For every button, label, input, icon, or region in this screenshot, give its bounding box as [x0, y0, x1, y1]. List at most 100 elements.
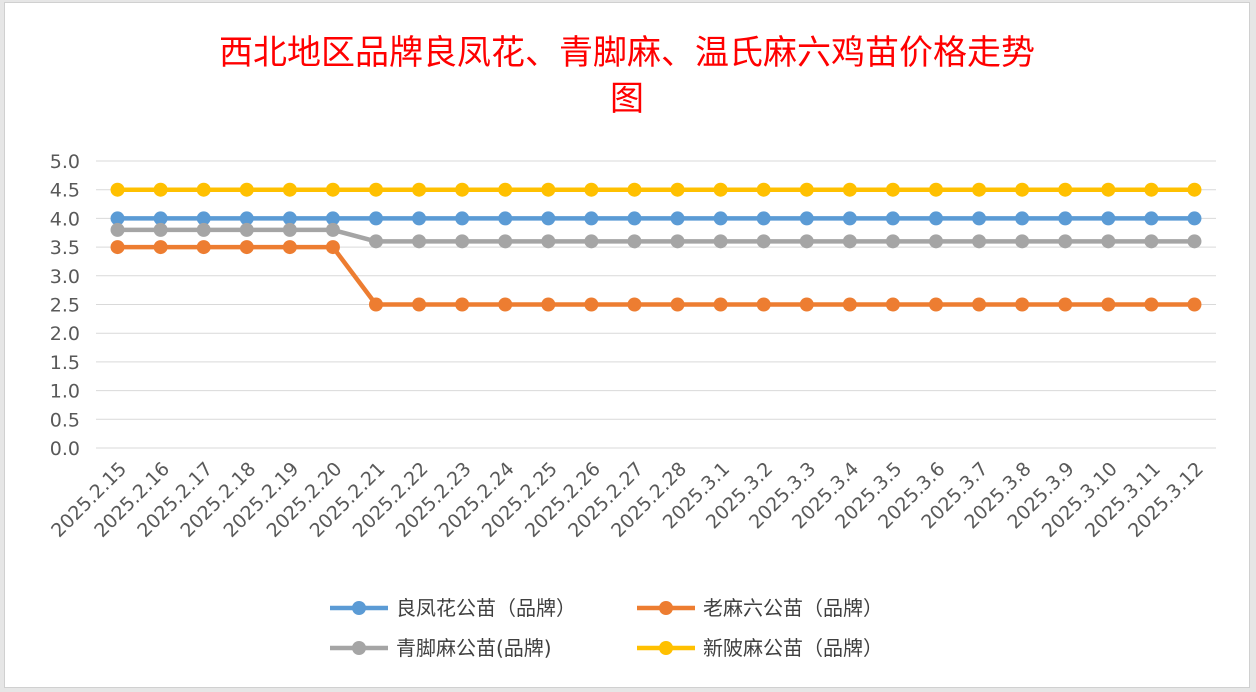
data-point — [1101, 182, 1116, 197]
data-point — [842, 211, 857, 226]
data-point — [369, 234, 383, 249]
data-point — [799, 297, 814, 312]
data-point — [412, 297, 427, 312]
y-axis-ticks: 0.0 0.5 1.0 1.5 2.0 2.5 3.0 3.5 4.0 4.5 5.0 — [50, 151, 80, 460]
data-point — [756, 182, 771, 197]
legend-item: 新陂麻公苗（品牌） — [637, 636, 883, 660]
data-point — [842, 297, 857, 312]
data-point — [972, 182, 987, 197]
data-point — [584, 234, 599, 249]
series-1 — [110, 211, 1202, 226]
data-point — [1058, 182, 1073, 197]
series-2 — [110, 222, 1202, 249]
chart-title-line-2: 图 — [610, 79, 644, 119]
data-point — [498, 234, 513, 249]
data-point — [153, 211, 168, 226]
y-tick-label: 2.0 — [50, 323, 80, 345]
series-0 — [110, 182, 1202, 197]
data-point — [153, 222, 168, 237]
legend-item: 老麻六公苗（品牌） — [637, 596, 883, 620]
data-point — [455, 182, 470, 197]
data-point — [670, 234, 685, 249]
data-point — [972, 211, 987, 226]
data-point — [498, 211, 513, 226]
data-point — [196, 211, 211, 226]
data-point — [842, 182, 857, 197]
data-point — [972, 234, 987, 249]
data-point — [799, 182, 814, 197]
y-tick-label: 1.5 — [50, 352, 80, 374]
y-tick-label: 4.0 — [50, 208, 80, 230]
y-tick-label: 0.5 — [50, 409, 80, 431]
data-point — [627, 182, 642, 197]
data-point — [412, 211, 427, 226]
data-point — [584, 297, 599, 312]
data-point — [239, 222, 254, 237]
y-tick-label: 5.0 — [50, 151, 80, 173]
data-point — [282, 182, 297, 197]
legend-swatch-marker — [352, 641, 366, 655]
data-point — [756, 211, 771, 226]
data-point — [325, 222, 340, 237]
data-point — [929, 211, 943, 226]
data-point — [239, 211, 254, 226]
data-point — [455, 234, 470, 249]
data-point — [1187, 182, 1202, 197]
data-point — [369, 211, 383, 226]
data-point — [541, 234, 556, 249]
data-point — [1101, 211, 1116, 226]
series-line — [115, 227, 1197, 244]
data-point — [799, 234, 814, 249]
legend-item: 青脚麻公苗(品牌) — [330, 636, 552, 660]
data-point — [713, 211, 728, 226]
data-point — [1015, 297, 1030, 312]
data-point — [627, 211, 642, 226]
data-point — [1015, 234, 1030, 249]
data-point — [885, 182, 900, 197]
data-point — [799, 211, 814, 226]
legend-label: 老麻六公苗（品牌） — [703, 596, 883, 620]
data-point — [1015, 211, 1030, 226]
y-tick-label: 2.5 — [50, 295, 80, 317]
data-point — [972, 297, 987, 312]
legend-label: 新陂麻公苗（品牌） — [703, 636, 883, 660]
data-point — [885, 211, 900, 226]
data-point — [325, 240, 340, 255]
data-point — [1144, 234, 1159, 249]
data-point — [455, 297, 470, 312]
data-point — [627, 297, 642, 312]
data-point — [1144, 182, 1159, 197]
data-point — [627, 234, 642, 249]
data-point — [929, 297, 943, 312]
data-point — [584, 182, 599, 197]
data-point — [713, 297, 728, 312]
series-line — [115, 244, 1197, 307]
data-point — [1187, 234, 1202, 249]
y-tick-label: 3.5 — [50, 237, 80, 259]
data-point — [670, 297, 685, 312]
data-point — [196, 222, 211, 237]
data-point — [756, 297, 771, 312]
data-point — [282, 211, 297, 226]
data-point — [239, 182, 254, 197]
data-point — [584, 211, 599, 226]
data-point — [110, 222, 125, 237]
data-point — [713, 182, 728, 197]
series-3 — [110, 240, 1202, 312]
data-point — [110, 240, 125, 255]
data-point — [1101, 234, 1116, 249]
data-point — [325, 182, 340, 197]
data-point — [153, 182, 168, 197]
data-point — [541, 182, 556, 197]
legend-swatch-marker — [659, 641, 673, 655]
data-point — [1144, 211, 1159, 226]
data-point — [1187, 211, 1202, 226]
data-point — [885, 234, 900, 249]
data-point — [541, 211, 556, 226]
data-point — [498, 182, 513, 197]
data-point — [1101, 297, 1116, 312]
legend-label: 良凤花公苗（品牌） — [396, 596, 576, 620]
y-tick-label: 0.0 — [50, 438, 80, 460]
data-point — [239, 240, 254, 255]
